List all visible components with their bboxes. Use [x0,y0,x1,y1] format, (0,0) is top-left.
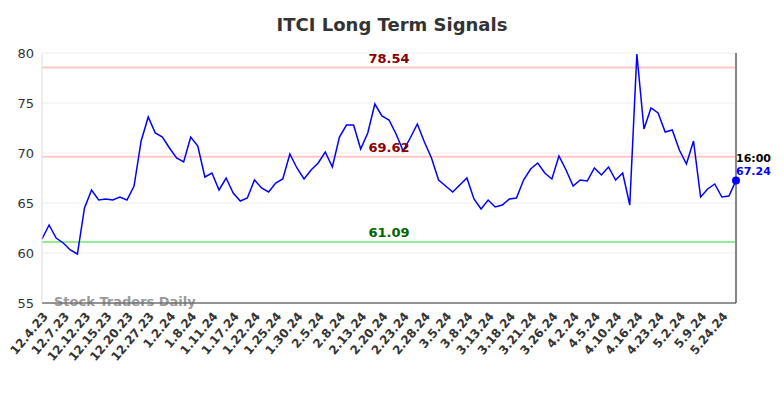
svg-text:69.62: 69.62 [368,140,409,155]
svg-text:55: 55 [17,296,34,311]
svg-text:3.21.24: 3.21.24 [496,309,540,358]
svg-text:12.7.23: 12.7.23 [28,309,73,358]
svg-text:2.5.24: 2.5.24 [289,309,327,351]
svg-text:3.8.24: 3.8.24 [437,309,476,351]
svg-text:2.23.24: 2.23.24 [368,309,412,358]
svg-text:80: 80 [17,46,34,61]
svg-text:5.24.24: 5.24.24 [687,309,730,357]
svg-text:4.2.24: 4.2.24 [543,309,582,351]
svg-text:3.18.24: 3.18.24 [474,309,519,358]
svg-text:1.30.24: 1.30.24 [262,309,306,358]
svg-text:2.8.24: 2.8.24 [310,309,349,351]
svg-text:4.10.24: 4.10.24 [581,309,625,358]
svg-text:75: 75 [17,96,34,111]
html-text:ITCI Long Term Signals: ITCI Long Term Signals [276,14,508,35]
svg-text:60: 60 [17,246,34,261]
svg-text:61.09: 61.09 [368,225,409,240]
svg-text:16:00: 16:00 [736,152,771,165]
svg-text:12.15.23: 12.15.23 [65,309,115,364]
svg-text:5.2.24: 5.2.24 [650,309,689,351]
svg-text:70: 70 [17,146,34,161]
svg-text:4.5.24: 4.5.24 [565,309,604,351]
svg-text:2.28.24: 2.28.24 [389,309,434,358]
svg-text:3.5.24: 3.5.24 [416,309,455,351]
svg-text:78.54: 78.54 [368,51,409,66]
svg-text:12.12.23: 12.12.23 [44,309,94,364]
svg-text:1.22.24: 1.22.24 [219,309,264,358]
svg-text:2.13.24: 2.13.24 [326,309,370,358]
svg-text:67.24: 67.24 [736,165,771,178]
svg-text:4.23.24: 4.23.24 [623,309,667,358]
svg-text:5.9.24: 5.9.24 [671,309,710,351]
svg-text:1.8.24: 1.8.24 [161,309,200,351]
svg-text:12.20.23: 12.20.23 [87,309,136,364]
svg-text:1.25.24: 1.25.24 [241,309,285,358]
svg-text:1.11.24: 1.11.24 [177,309,221,358]
svg-text:1.2.24: 1.2.24 [140,309,179,351]
svg-text:3.13.24: 3.13.24 [453,309,497,358]
svg-text:1.17.24: 1.17.24 [198,309,242,358]
svg-text:3.26.24: 3.26.24 [517,309,561,358]
html-text:Stock Traders Daily: Stock Traders Daily [54,294,196,309]
svg-text:4.16.24: 4.16.24 [602,309,646,358]
svg-text:12.27.23: 12.27.23 [108,309,157,364]
svg-text:2.20.24: 2.20.24 [347,309,391,358]
svg-text:65: 65 [17,196,34,211]
